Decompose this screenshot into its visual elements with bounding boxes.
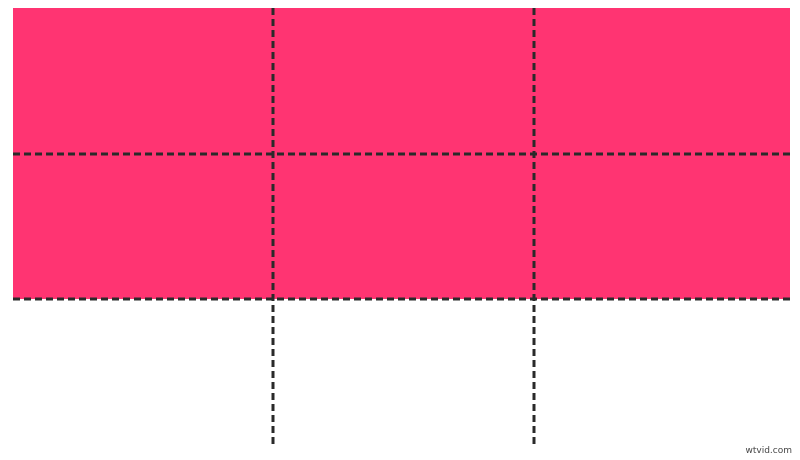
- watermark: wtvid.com: [745, 446, 792, 456]
